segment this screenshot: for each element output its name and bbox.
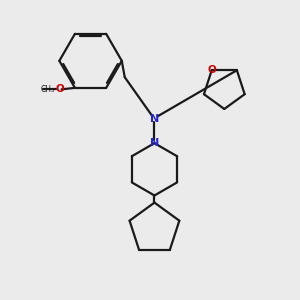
Text: N: N	[150, 114, 159, 124]
Text: O: O	[207, 65, 216, 75]
Text: N: N	[150, 138, 159, 148]
Text: O: O	[56, 84, 64, 94]
Text: CH₃: CH₃	[40, 85, 54, 94]
